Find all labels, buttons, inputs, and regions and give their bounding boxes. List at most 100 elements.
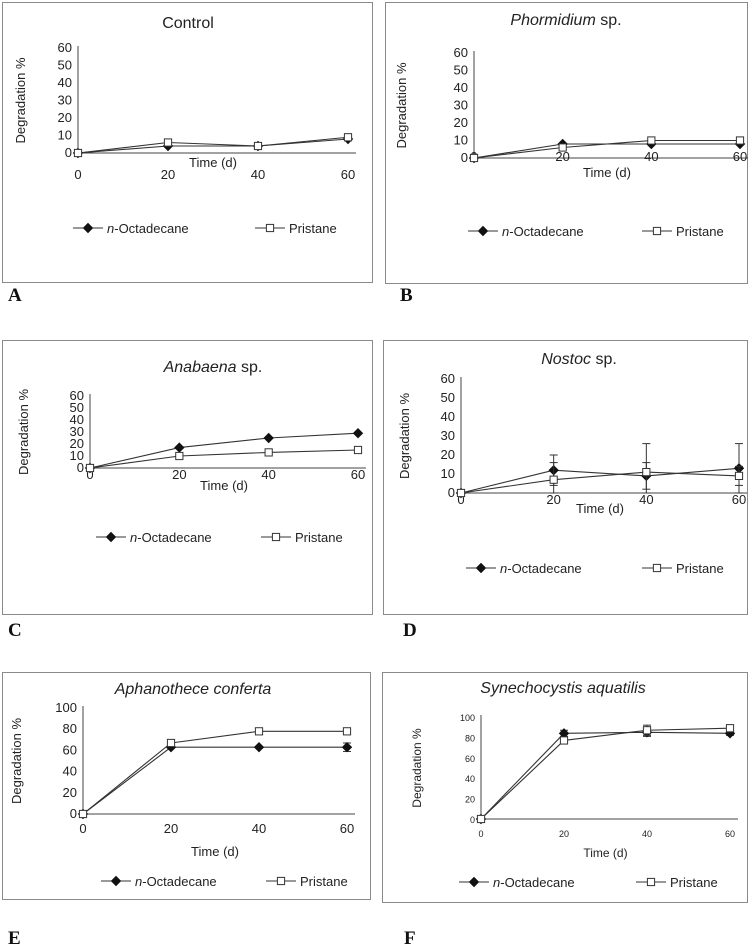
x-tick-label: 40 xyxy=(251,167,265,182)
y-axis-label: Degradation % xyxy=(410,728,424,808)
panel-letter-a: A xyxy=(8,285,22,306)
x-tick-label: 20 xyxy=(555,149,569,164)
x-tick-label: 0 xyxy=(79,821,86,836)
marker-pristane-point-1 xyxy=(559,736,569,745)
y-tick-label: 30 xyxy=(441,428,455,443)
legend-marker-octadecane-point-0 xyxy=(105,531,117,543)
legend-entry-octadecane: n-Octadecane xyxy=(459,875,575,890)
y-tick-label: 0 xyxy=(470,815,475,825)
series-octadecane xyxy=(455,443,745,499)
x-axis-label: Time (d) xyxy=(576,501,624,516)
x-tick-label: 40 xyxy=(639,492,653,507)
y-tick-label: 30 xyxy=(70,424,84,439)
marker-pristane-point-0 xyxy=(78,809,88,819)
legend-entry-pristane: Pristane xyxy=(642,561,724,576)
x-axis-label: Time (d) xyxy=(583,846,627,860)
series-line-pristane xyxy=(77,136,349,154)
y-axis-label: Degradation % xyxy=(394,62,409,148)
x-tick-label: 40 xyxy=(261,467,275,482)
y-tick-label: 100 xyxy=(460,713,475,723)
y-axis-label: Degradation % xyxy=(9,718,24,804)
y-tick-label: 10 xyxy=(454,133,468,148)
legend-entry-octadecane: n-Octadecane xyxy=(101,874,217,889)
series-octadecane xyxy=(475,727,736,825)
y-tick-label: 40 xyxy=(70,412,84,427)
x-tick-label: 40 xyxy=(644,149,658,164)
marker-pristane-point-2 xyxy=(253,141,263,151)
legend-label-pristane: Pristane xyxy=(300,874,348,889)
x-tick-label: 0 xyxy=(86,467,93,482)
chart-title: Phormidium sp. xyxy=(510,12,621,29)
series-line-pristane xyxy=(89,449,359,469)
y-axis-label: Degradation % xyxy=(13,57,28,143)
y-tick-label: 40 xyxy=(58,75,72,90)
x-tick-label: 60 xyxy=(733,149,747,164)
y-tick-label: 60 xyxy=(454,45,468,60)
series-pristane xyxy=(73,133,353,158)
marker-pristane-point-1 xyxy=(175,451,184,461)
marker-pristane-point-1 xyxy=(549,475,558,484)
y-tick-label: 0 xyxy=(461,150,468,165)
marker-pristane-point-2 xyxy=(254,727,264,736)
panel-letter-c: C xyxy=(8,620,22,641)
y-tick-label: 40 xyxy=(454,80,468,95)
y-tick-label: 20 xyxy=(454,115,468,130)
chart-svg: Control 0 10 20 30 40 50 60 0 20 40 60 Time (d) Degra… xyxy=(13,15,356,236)
chart-panel-nostoc: Nostoc sp. 0 10 20 30 40 50 60 0 20 40 60 Time (d) De… xyxy=(383,340,748,615)
x-tick-label: 60 xyxy=(341,167,355,182)
y-tick-label: 80 xyxy=(63,721,77,736)
y-tick-label: 40 xyxy=(63,764,77,779)
legend-entry-pristane: Pristane xyxy=(255,221,337,236)
y-tick-label: 60 xyxy=(70,388,84,403)
y-tick-label: 40 xyxy=(465,774,475,784)
y-tick-label: 50 xyxy=(454,63,468,78)
y-tick-label: 60 xyxy=(465,754,475,764)
y-tick-label: 0 xyxy=(65,145,72,160)
y-tick-label: 30 xyxy=(454,98,468,113)
y-tick-label: 80 xyxy=(465,733,475,743)
series-line-octadecane xyxy=(89,432,359,469)
legend-marker-pristane-point-0 xyxy=(652,563,662,573)
marker-pristane-point-3 xyxy=(734,471,744,481)
series-pristane xyxy=(78,727,352,819)
y-tick-label: 20 xyxy=(465,795,475,805)
y-tick-label: 30 xyxy=(58,93,72,108)
y-tick-label: 0 xyxy=(77,460,84,475)
y-tick-label: 100 xyxy=(55,700,77,715)
y-tick-label: 10 xyxy=(441,466,455,481)
legend-label-pristane: Pristane xyxy=(676,561,724,576)
chart-title: Synechocystis aquatilis xyxy=(480,680,645,697)
y-tick-label: 50 xyxy=(70,400,84,415)
series-line-pristane xyxy=(473,139,740,159)
marker-octadecane-point-2 xyxy=(263,432,274,444)
legend-entry-pristane: Pristane xyxy=(261,530,343,545)
x-tick-label: 20 xyxy=(161,167,175,182)
x-tick-label: 0 xyxy=(74,167,81,182)
legend-label-pristane: Pristane xyxy=(295,530,343,545)
legend-label-octadecane: n-Octadecane xyxy=(493,875,575,890)
legend-entry-octadecane: n-Octadecane xyxy=(468,224,584,239)
marker-octadecane-point-2 xyxy=(253,742,265,753)
marker-pristane-point-3 xyxy=(725,724,735,733)
x-tick-label: 60 xyxy=(725,829,735,839)
y-tick-label: 20 xyxy=(58,110,72,125)
legend-marker-octadecane-point-0 xyxy=(82,222,94,234)
series-line-octadecane xyxy=(460,467,740,494)
y-tick-label: 50 xyxy=(58,58,72,73)
y-axis-label: Degradation % xyxy=(16,389,31,475)
legend-entry-pristane: Pristane xyxy=(642,224,724,239)
marker-pristane-point-1 xyxy=(163,138,173,147)
legend-marker-pristane-point-0 xyxy=(646,877,656,887)
legend-label-octadecane: n-Octadecane xyxy=(107,221,189,236)
series-line-octadecane xyxy=(473,143,740,159)
legend-entry-pristane: Pristane xyxy=(636,875,718,890)
marker-pristane-point-3 xyxy=(735,136,745,145)
chart-svg: Aphanothece conferta 0 20 40 60 80 100 0 20 40 60 T… xyxy=(9,681,355,889)
marker-pristane-point-0 xyxy=(469,153,479,163)
y-tick-label: 60 xyxy=(441,371,455,386)
legend-marker-pristane-point-0 xyxy=(265,223,275,233)
series-octadecane xyxy=(77,742,353,820)
